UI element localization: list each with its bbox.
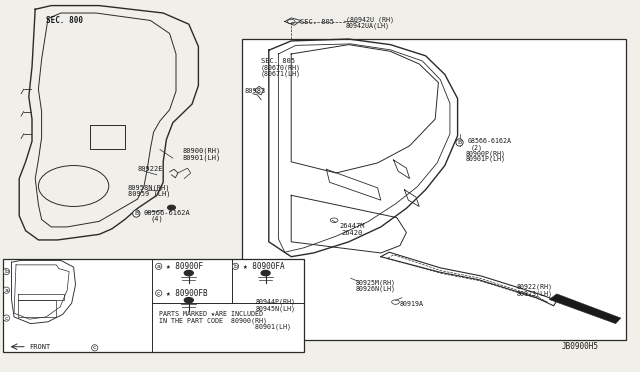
Text: 80900(RH): 80900(RH) — [182, 147, 221, 154]
Circle shape — [184, 298, 193, 303]
Text: 80901(LH): 80901(LH) — [159, 324, 291, 330]
Text: (2): (2) — [470, 144, 483, 151]
Bar — [242, 39, 626, 340]
Text: 80942UA(LH): 80942UA(LH) — [346, 22, 390, 29]
Text: 26447M: 26447M — [339, 223, 365, 229]
Text: (4): (4) — [150, 215, 163, 222]
Text: (80942U (RH): (80942U (RH) — [346, 16, 394, 23]
Text: 80923(LH): 80923(LH) — [517, 290, 553, 297]
Text: ★ 80900FB: ★ 80900FB — [166, 289, 208, 298]
Text: c: c — [93, 345, 97, 350]
Text: FRONT: FRONT — [29, 344, 50, 350]
Text: 26420: 26420 — [341, 230, 362, 236]
Text: 80925M(RH): 80925M(RH) — [355, 279, 396, 286]
Text: 80919A: 80919A — [400, 301, 424, 307]
Text: SEC. 805: SEC. 805 — [300, 19, 333, 25]
Text: (80671(LH): (80671(LH) — [261, 70, 301, 77]
Text: B: B — [458, 140, 461, 145]
Text: B: B — [134, 211, 138, 216]
Text: 80958N(RH): 80958N(RH) — [128, 185, 170, 191]
Text: 08566-6162A: 08566-6162A — [467, 138, 511, 144]
Text: JB0900H5: JB0900H5 — [562, 342, 599, 351]
Text: a: a — [157, 264, 161, 269]
Text: c: c — [4, 315, 8, 321]
Text: 80922E: 80922E — [138, 166, 163, 172]
Text: ★ 80900FA: ★ 80900FA — [243, 262, 285, 271]
Text: IN THE PART CODE  80900(RH): IN THE PART CODE 80900(RH) — [159, 317, 267, 324]
Text: 80900P(RH): 80900P(RH) — [466, 150, 506, 157]
Text: 80983: 80983 — [244, 88, 266, 94]
Text: 80959 (LH): 80959 (LH) — [128, 191, 170, 198]
Text: 80901(LH): 80901(LH) — [182, 154, 221, 161]
Text: 08566-6162A: 08566-6162A — [144, 210, 191, 216]
Text: b: b — [234, 264, 237, 269]
Text: SEC. 800: SEC. 800 — [46, 16, 83, 25]
Text: 80922(RH): 80922(RH) — [517, 284, 553, 291]
Text: b: b — [4, 269, 8, 274]
Bar — [3, 259, 304, 352]
Text: PARTS MARKED ★ARE INCLUDED: PARTS MARKED ★ARE INCLUDED — [159, 311, 263, 317]
Text: (80670(RH): (80670(RH) — [261, 64, 301, 71]
Text: a: a — [4, 288, 8, 293]
Text: 80901P(LH): 80901P(LH) — [466, 156, 506, 163]
Polygon shape — [549, 294, 621, 324]
Text: 80926N(LH): 80926N(LH) — [355, 286, 396, 292]
Text: ★ 80900F: ★ 80900F — [166, 262, 204, 271]
Circle shape — [261, 270, 270, 276]
Circle shape — [184, 270, 193, 276]
Text: c: c — [157, 291, 161, 296]
Text: SEC. 805: SEC. 805 — [261, 58, 295, 64]
Text: 80945N(LH): 80945N(LH) — [256, 305, 296, 312]
Circle shape — [168, 205, 175, 210]
Text: 80944P(RH): 80944P(RH) — [256, 299, 296, 305]
